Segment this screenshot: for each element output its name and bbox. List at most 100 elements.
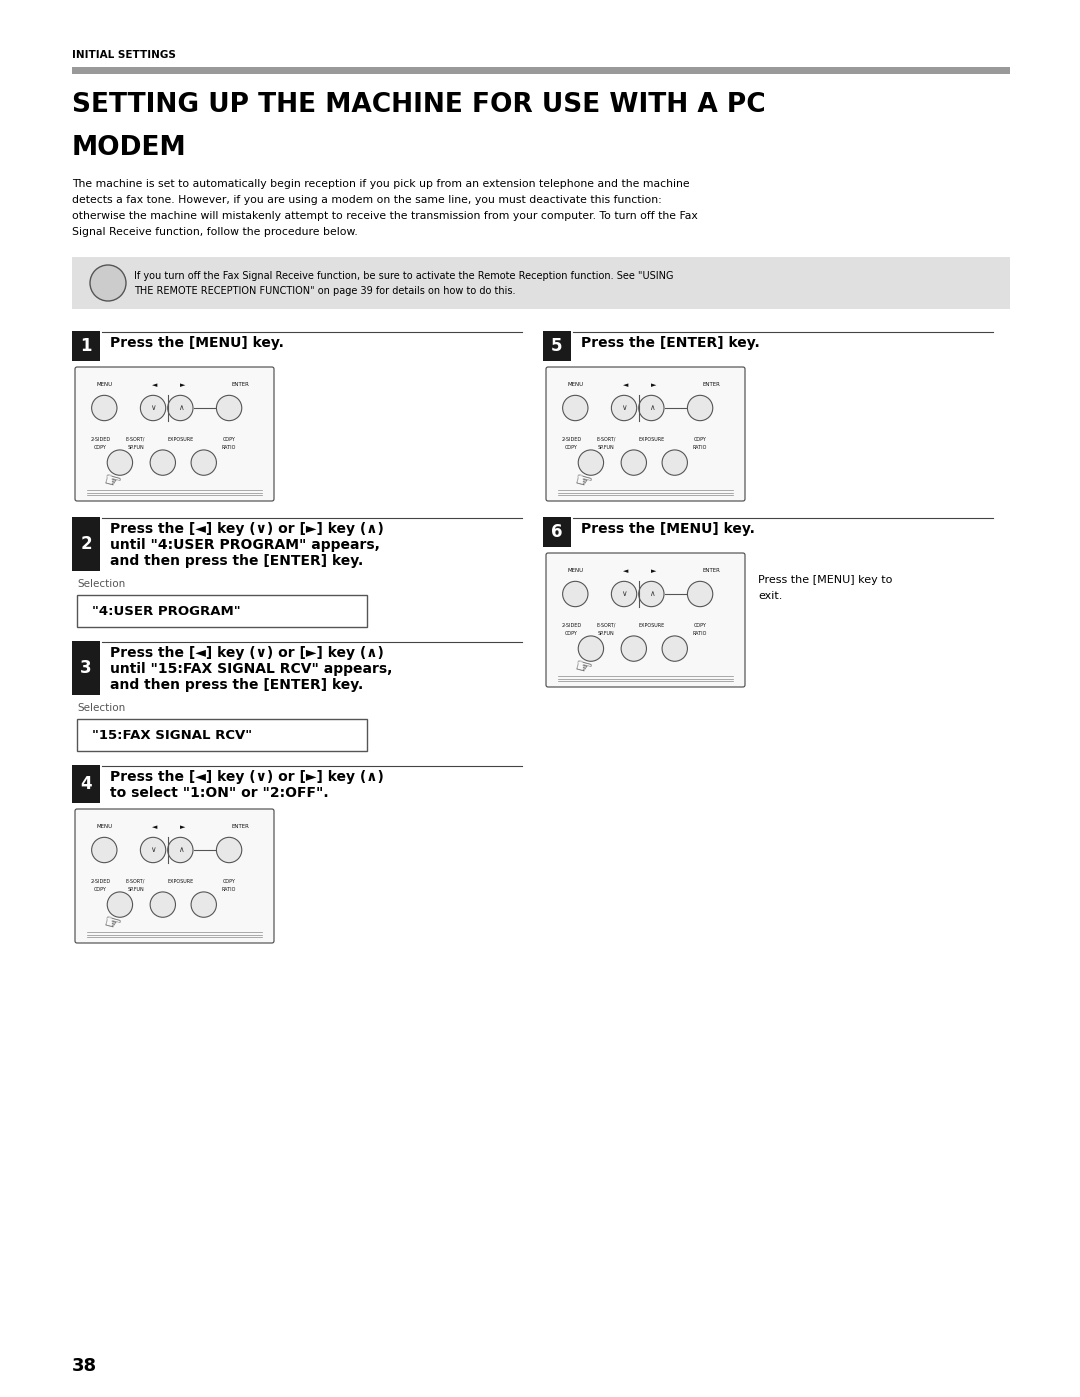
Text: ►: ► bbox=[650, 381, 656, 388]
Text: Selection: Selection bbox=[77, 578, 125, 590]
Text: and then press the [ENTER] key.: and then press the [ENTER] key. bbox=[110, 555, 363, 569]
Text: ℕ: ℕ bbox=[104, 275, 112, 285]
Circle shape bbox=[563, 581, 588, 606]
Circle shape bbox=[150, 450, 175, 475]
Bar bbox=[72, 331, 100, 360]
Bar bbox=[72, 257, 1010, 309]
Text: ∧: ∧ bbox=[648, 590, 654, 598]
Text: "15:FAX SIGNAL RCV": "15:FAX SIGNAL RCV" bbox=[92, 729, 252, 742]
Text: ∨: ∨ bbox=[621, 590, 626, 598]
Text: ►: ► bbox=[179, 824, 185, 830]
Text: EXPOSURE: EXPOSURE bbox=[167, 437, 193, 441]
Bar bbox=[543, 517, 571, 548]
Text: 4: 4 bbox=[80, 775, 92, 793]
Text: ◄: ◄ bbox=[623, 381, 629, 388]
Text: ENTER: ENTER bbox=[232, 824, 249, 828]
Text: Press the [◄] key (∨) or [►] key (∧): Press the [◄] key (∨) or [►] key (∧) bbox=[110, 522, 383, 536]
Bar bbox=[72, 641, 100, 694]
Text: RATIO: RATIO bbox=[693, 444, 707, 450]
Text: ENTER: ENTER bbox=[703, 381, 720, 387]
Text: RATIO: RATIO bbox=[221, 444, 237, 450]
Text: ∨: ∨ bbox=[150, 845, 156, 855]
Text: 2: 2 bbox=[80, 535, 92, 553]
Circle shape bbox=[563, 395, 588, 420]
Circle shape bbox=[191, 891, 216, 918]
Bar bbox=[72, 766, 100, 803]
Text: E-SORT/: E-SORT/ bbox=[597, 623, 617, 627]
Text: ☞: ☞ bbox=[572, 471, 594, 493]
Circle shape bbox=[167, 395, 193, 420]
Text: COPY: COPY bbox=[94, 887, 107, 891]
Text: until "15:FAX SIGNAL RCV" appears,: until "15:FAX SIGNAL RCV" appears, bbox=[110, 662, 392, 676]
Text: SP.FUN: SP.FUN bbox=[127, 887, 144, 891]
Text: MENU: MENU bbox=[567, 569, 583, 573]
Text: Signal Receive function, follow the procedure below.: Signal Receive function, follow the proc… bbox=[72, 226, 357, 237]
Text: ∧: ∧ bbox=[177, 404, 184, 412]
Text: E-SORT/: E-SORT/ bbox=[597, 437, 617, 441]
Text: Press the [◄] key (∨) or [►] key (∧): Press the [◄] key (∨) or [►] key (∧) bbox=[110, 645, 383, 659]
Text: RATIO: RATIO bbox=[221, 887, 237, 891]
Circle shape bbox=[90, 265, 126, 300]
Circle shape bbox=[578, 450, 604, 475]
Text: COPY: COPY bbox=[565, 630, 578, 636]
Text: ENTER: ENTER bbox=[703, 569, 720, 573]
Text: ☞: ☞ bbox=[572, 657, 594, 679]
Text: MENU: MENU bbox=[96, 381, 112, 387]
Text: MENU: MENU bbox=[96, 824, 112, 828]
Circle shape bbox=[167, 837, 193, 863]
Text: If you turn off the Fax Signal Receive function, be sure to activate the Remote : If you turn off the Fax Signal Receive f… bbox=[134, 271, 674, 281]
Bar bbox=[72, 67, 1010, 74]
Text: otherwise the machine will mistakenly attempt to receive the transmission from y: otherwise the machine will mistakenly at… bbox=[72, 211, 698, 221]
Text: E-SORT/: E-SORT/ bbox=[125, 879, 145, 883]
Text: 38: 38 bbox=[72, 1356, 97, 1375]
Circle shape bbox=[140, 395, 165, 420]
Text: Press the [MENU] key.: Press the [MENU] key. bbox=[110, 337, 284, 351]
FancyBboxPatch shape bbox=[546, 367, 745, 502]
FancyBboxPatch shape bbox=[546, 553, 745, 687]
Text: and then press the [ENTER] key.: and then press the [ENTER] key. bbox=[110, 678, 363, 692]
Text: COPY: COPY bbox=[565, 444, 578, 450]
Bar bbox=[77, 595, 367, 627]
Text: COPY: COPY bbox=[222, 879, 235, 883]
Text: 2-SIDED: 2-SIDED bbox=[562, 437, 581, 441]
Text: SETTING UP THE MACHINE FOR USE WITH A PC: SETTING UP THE MACHINE FOR USE WITH A PC bbox=[72, 92, 766, 117]
Circle shape bbox=[107, 891, 133, 918]
Bar bbox=[543, 331, 571, 360]
Circle shape bbox=[216, 395, 242, 420]
Bar bbox=[77, 719, 367, 752]
Circle shape bbox=[191, 450, 216, 475]
Text: ☞: ☞ bbox=[102, 912, 123, 936]
Text: ENTER: ENTER bbox=[232, 381, 249, 387]
Text: COPY: COPY bbox=[222, 437, 235, 441]
Text: SP.FUN: SP.FUN bbox=[598, 444, 615, 450]
Circle shape bbox=[688, 581, 713, 606]
Text: E-SORT/: E-SORT/ bbox=[125, 437, 145, 441]
Text: SP.FUN: SP.FUN bbox=[598, 630, 615, 636]
Text: MODEM: MODEM bbox=[72, 136, 187, 161]
Circle shape bbox=[611, 581, 637, 606]
Text: 2-SIDED: 2-SIDED bbox=[91, 437, 110, 441]
Circle shape bbox=[92, 395, 117, 420]
Text: COPY: COPY bbox=[94, 444, 107, 450]
Text: ◄: ◄ bbox=[152, 381, 158, 388]
Bar bbox=[72, 517, 100, 571]
Text: ∧: ∧ bbox=[648, 404, 654, 412]
Circle shape bbox=[92, 837, 117, 863]
Circle shape bbox=[662, 636, 688, 661]
FancyBboxPatch shape bbox=[75, 367, 274, 502]
Text: MENU: MENU bbox=[567, 381, 583, 387]
Circle shape bbox=[107, 450, 133, 475]
Circle shape bbox=[638, 395, 664, 420]
Text: 5: 5 bbox=[551, 337, 563, 355]
Text: Press the [MENU] key to: Press the [MENU] key to bbox=[758, 576, 892, 585]
Text: ►: ► bbox=[650, 569, 656, 574]
Text: Press the [MENU] key.: Press the [MENU] key. bbox=[581, 522, 755, 536]
Text: 2-SIDED: 2-SIDED bbox=[91, 879, 110, 883]
Circle shape bbox=[150, 891, 175, 918]
Text: 1: 1 bbox=[80, 337, 92, 355]
Text: SP.FUN: SP.FUN bbox=[127, 444, 144, 450]
Circle shape bbox=[611, 395, 637, 420]
FancyBboxPatch shape bbox=[75, 809, 274, 943]
Text: Press the [ENTER] key.: Press the [ENTER] key. bbox=[581, 337, 759, 351]
Text: ∨: ∨ bbox=[621, 404, 626, 412]
